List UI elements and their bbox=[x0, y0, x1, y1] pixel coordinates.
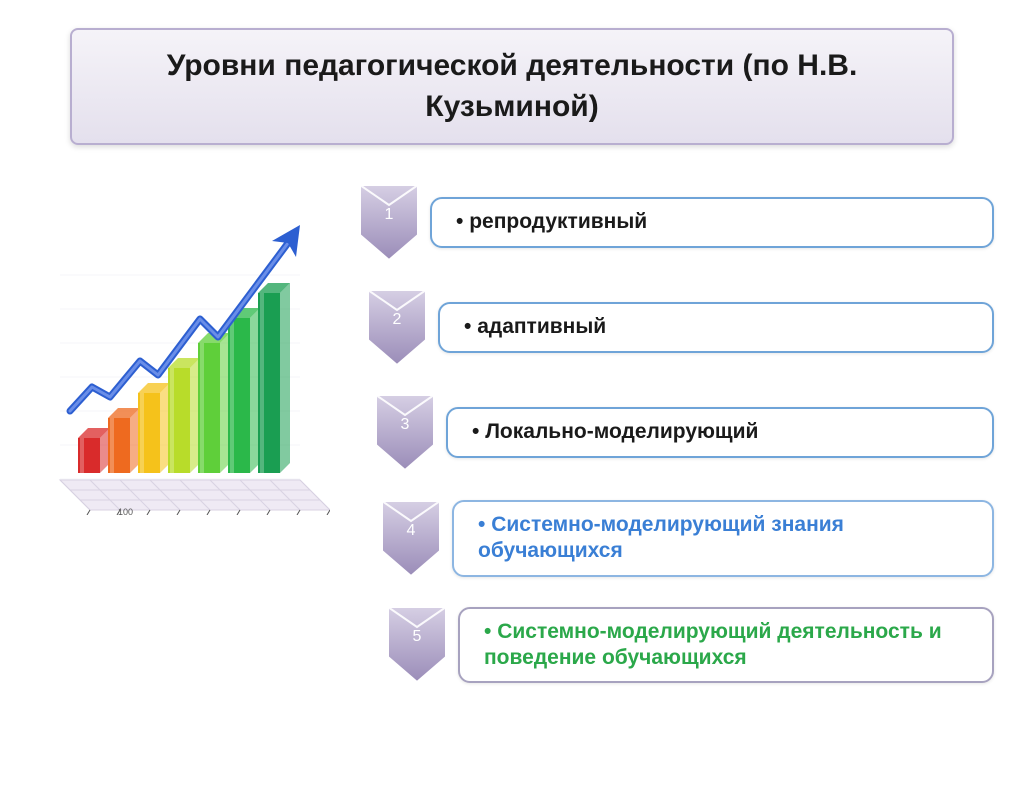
level-text: Локально-моделирующий bbox=[472, 420, 758, 443]
chevron-icon: 2 bbox=[368, 290, 426, 365]
chart-column: 100 bbox=[50, 175, 360, 683]
chevron-icon: 3 bbox=[376, 395, 434, 470]
level-text: Системно-моделирующий знания обучающихся bbox=[478, 513, 844, 562]
chevron-number: 5 bbox=[413, 628, 422, 646]
chevron-number: 4 bbox=[407, 522, 416, 540]
growth-chart: 100 bbox=[50, 215, 330, 515]
level-row: 2 адаптивный bbox=[368, 290, 994, 365]
levels-list: 1 репродуктивный 2 адаптивный 3 Локально-моде… bbox=[360, 175, 994, 683]
level-label: репродуктивный bbox=[430, 197, 994, 247]
level-text: Системно-моделирующий деятельность и пов… bbox=[484, 620, 942, 669]
level-text: репродуктивный bbox=[456, 210, 647, 233]
level-label: адаптивный bbox=[438, 302, 994, 352]
level-label: Системно-моделирующий знания обучающихся bbox=[452, 500, 994, 577]
level-row: 5 Системно-моделирующий деятельность и по… bbox=[388, 607, 994, 684]
level-row: 1 репродуктивный bbox=[360, 185, 994, 260]
chevron-icon: 4 bbox=[382, 501, 440, 576]
level-label: Системно-моделирующий деятельность и пов… bbox=[458, 607, 994, 684]
chevron-icon: 1 bbox=[360, 185, 418, 260]
level-row: 4 Системно-моделирующий знания обучающихс… bbox=[382, 500, 994, 577]
chevron-icon: 5 bbox=[388, 607, 446, 682]
svg-text:100: 100 bbox=[118, 507, 133, 515]
slide-title: Уровни педагогической деятельности (по Н… bbox=[70, 28, 954, 145]
chevron-number: 2 bbox=[393, 311, 402, 329]
content-area: 100 1 репродуктивный 2 адаптивный 3 Локально-… bbox=[0, 175, 1024, 683]
title-text: Уровни педагогической деятельности (по Н… bbox=[167, 49, 858, 123]
chevron-number: 1 bbox=[385, 206, 394, 224]
level-label: Локально-моделирующий bbox=[446, 407, 994, 457]
level-row: 3 Локально-моделирующий bbox=[376, 395, 994, 470]
chevron-number: 3 bbox=[401, 416, 410, 434]
chart-svg: 100 bbox=[50, 215, 330, 515]
level-text: адаптивный bbox=[464, 315, 606, 338]
